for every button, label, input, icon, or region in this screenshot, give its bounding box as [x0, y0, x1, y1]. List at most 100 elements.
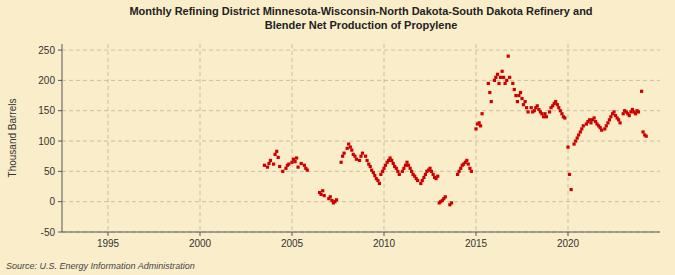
point	[392, 162, 395, 165]
title: Monthly Refining District Minnesota-Wisc…	[129, 5, 592, 31]
point	[290, 161, 293, 164]
point	[577, 133, 580, 136]
point	[346, 147, 349, 150]
point	[410, 170, 413, 173]
point	[273, 153, 276, 156]
point	[605, 124, 608, 127]
y-grid-line	[62, 110, 660, 111]
point	[372, 171, 375, 174]
point	[508, 76, 511, 79]
point	[593, 116, 596, 119]
point	[395, 167, 398, 170]
point	[612, 110, 615, 113]
x-tick-label: 2015	[465, 238, 488, 249]
x-tick-label: 1995	[97, 238, 120, 249]
point	[295, 156, 298, 159]
point	[517, 94, 520, 97]
point	[497, 82, 500, 85]
point	[526, 110, 529, 113]
point	[263, 164, 266, 167]
point	[576, 136, 579, 139]
point	[634, 112, 637, 115]
point	[536, 104, 539, 107]
y-tick	[58, 232, 62, 233]
point	[306, 169, 309, 172]
point	[557, 106, 560, 109]
x-tick-label: 2005	[281, 238, 304, 249]
point	[617, 118, 620, 121]
point	[588, 118, 591, 121]
point	[272, 162, 275, 165]
x-tick	[292, 232, 293, 236]
point	[396, 170, 399, 173]
point	[365, 159, 368, 162]
x-tick-label: 2020	[557, 238, 580, 249]
y-grid-line	[62, 232, 660, 233]
point	[637, 110, 640, 113]
point	[430, 170, 433, 173]
source-annotation: Source: U.S. Energy Information Administ…	[6, 261, 195, 271]
x-axis-line	[62, 232, 660, 233]
point	[519, 91, 522, 94]
point	[479, 124, 482, 127]
point	[530, 106, 533, 109]
point	[369, 165, 372, 168]
point	[474, 127, 477, 130]
y-tick	[58, 171, 62, 172]
point	[618, 121, 621, 124]
y-axis-line	[62, 44, 63, 232]
point	[645, 135, 648, 138]
point	[382, 167, 385, 170]
point	[432, 173, 435, 176]
point	[548, 110, 551, 113]
x-tick	[476, 232, 477, 236]
point	[579, 130, 582, 133]
point	[570, 188, 573, 191]
chart: Monthly Refining District Minnesota-Wisc…	[0, 0, 675, 275]
title-line: Monthly Refining District Minnesota-Wisc…	[129, 5, 592, 17]
point	[405, 161, 408, 164]
point	[465, 159, 468, 162]
point	[353, 155, 356, 158]
point	[507, 55, 510, 58]
point	[572, 142, 575, 145]
y-tick	[58, 110, 62, 111]
x-tick	[200, 232, 201, 236]
point	[419, 182, 422, 185]
point	[358, 159, 361, 162]
point	[347, 142, 350, 145]
point	[568, 173, 571, 176]
y-grid-line	[62, 141, 660, 142]
point	[514, 94, 517, 97]
point	[468, 167, 471, 170]
point	[606, 121, 609, 124]
point	[554, 100, 557, 103]
point	[424, 173, 427, 176]
y-tick-label: 50	[44, 166, 56, 177]
point	[444, 195, 447, 198]
points	[263, 55, 648, 207]
y-tick	[58, 201, 62, 202]
x-grid-line	[292, 44, 293, 232]
point	[319, 193, 322, 196]
y-tick-label: 100	[38, 136, 55, 147]
point	[487, 82, 490, 85]
point	[525, 106, 528, 109]
point	[381, 170, 384, 173]
point	[275, 150, 278, 153]
point	[459, 167, 462, 170]
point	[563, 116, 566, 119]
point	[294, 160, 297, 163]
point	[496, 73, 499, 76]
y-tick-label: -50	[41, 227, 56, 238]
y-tick-label: 0	[49, 196, 55, 207]
point	[266, 166, 269, 169]
point	[378, 182, 381, 185]
point	[407, 164, 410, 167]
point	[600, 129, 603, 132]
point	[284, 167, 287, 170]
point	[543, 112, 546, 115]
point	[478, 121, 481, 124]
y-grid-line	[62, 171, 660, 172]
background	[0, 0, 675, 275]
